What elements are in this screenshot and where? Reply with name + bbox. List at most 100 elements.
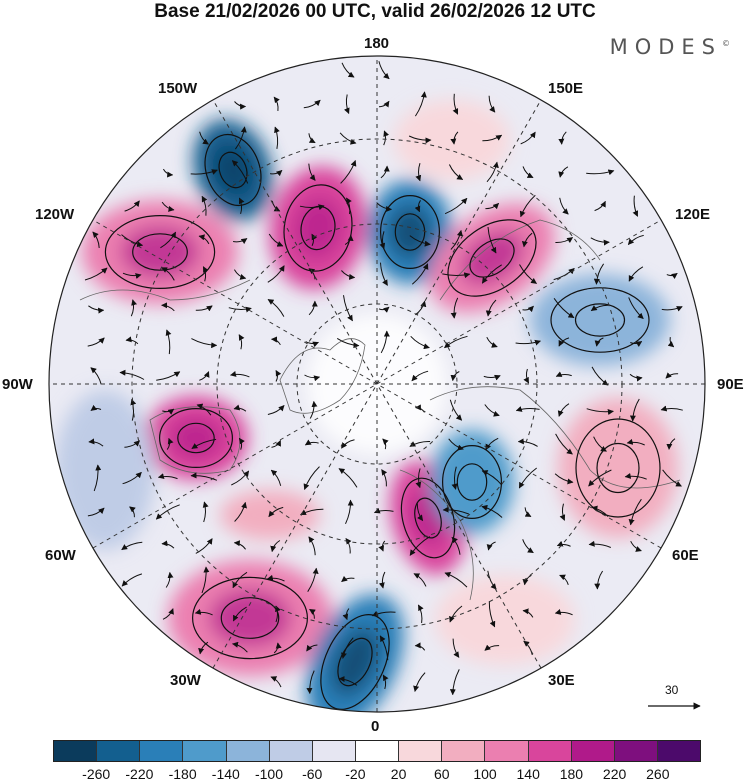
wind-arrow (414, 642, 426, 651)
wind-arrow (234, 501, 247, 522)
wind-arrow (191, 338, 218, 349)
wind-arrow (232, 606, 247, 622)
colorbar-swatch (140, 741, 184, 761)
wind-arrow (628, 498, 642, 526)
wind-arrow (558, 166, 569, 178)
wind-arrow (232, 641, 248, 653)
wind-arrow (336, 337, 360, 349)
wind-arrow (129, 506, 136, 518)
anomaly-weak (435, 575, 575, 665)
wind-arrow (339, 132, 357, 145)
contour-loop (132, 233, 188, 271)
wind-arrow (380, 330, 390, 354)
wind-arrow (194, 608, 213, 616)
contour-loop (574, 303, 626, 337)
anomaly-weak (55, 390, 155, 550)
wind-arrow (307, 567, 319, 592)
wind-arrow (93, 464, 102, 492)
wind-arrow (234, 101, 247, 110)
wind-arrow (238, 437, 245, 450)
wind-arrow (306, 644, 318, 652)
wind-arrow (162, 608, 174, 620)
contour-loop (159, 408, 234, 469)
wind-arrow (558, 131, 567, 145)
wind-arrow (450, 297, 459, 319)
wind-arrow (267, 265, 285, 283)
wind-arrow (190, 169, 218, 175)
wind-arrow (666, 272, 678, 280)
contour-loop (394, 213, 426, 251)
wind-arrow (588, 469, 612, 487)
colorbar-tick-label: -220 (125, 766, 154, 782)
wind-arrow (124, 200, 140, 212)
wind-arrow (555, 371, 572, 377)
wind-arrow (624, 472, 647, 480)
colorbar-swatch (355, 741, 400, 761)
wind-arrow (304, 439, 319, 446)
wind-arrow (266, 574, 285, 582)
wind-arrow (488, 601, 496, 628)
wind-arrow (555, 237, 574, 244)
wind-arrow (87, 507, 105, 517)
wind-arrow (632, 195, 639, 217)
canada-coast (79, 279, 251, 301)
lon-label-90w: 90W (2, 376, 33, 393)
contour-loop (218, 151, 248, 189)
wind-arrow (481, 504, 503, 518)
wind-arrow (628, 266, 644, 282)
wind-arrow (409, 536, 431, 556)
anomaly-core (293, 197, 343, 259)
wind-arrow (380, 165, 390, 179)
contour-loop (220, 597, 280, 639)
wind-arrow (519, 194, 536, 218)
wind-arrow (121, 541, 143, 551)
wind-arrow (554, 608, 573, 616)
wind-arrow (444, 197, 468, 215)
wind-arrow (271, 440, 281, 448)
colorbar (53, 740, 701, 762)
wind-arrow (524, 507, 532, 518)
wind-arrow (232, 571, 248, 589)
wind-arrow (378, 100, 390, 108)
wind-arrow (233, 269, 247, 280)
wind-arrow (308, 268, 316, 280)
wind-arrow (628, 297, 644, 320)
contour-loop (596, 442, 640, 494)
wind-arrow (270, 676, 282, 688)
wind-arrow (519, 264, 537, 284)
wind-arrow (122, 272, 142, 279)
brand-name: MODES (609, 35, 722, 59)
colorbar-tick-label: 180 (559, 766, 584, 782)
wind-arrow (161, 540, 175, 549)
wind-arrow (522, 539, 534, 554)
wind-arrow (124, 440, 141, 448)
map-title: Base 21/02/2026 00 UTC, valid 26/02/2026… (154, 1, 596, 22)
wind-arrow (338, 468, 358, 488)
wind-arrow (378, 571, 386, 589)
wind-arrow (90, 367, 102, 385)
wind-arrow (121, 573, 143, 587)
contour-loop (447, 219, 537, 297)
colorbar-swatch (269, 741, 313, 761)
wind-arrow (411, 263, 429, 285)
anomaly-core (460, 230, 524, 286)
contour-loop (204, 134, 262, 206)
contour-loop (380, 195, 441, 270)
wind-arrow (273, 642, 282, 654)
wind-arrow (590, 304, 609, 312)
wind-arrow (409, 235, 431, 247)
reference-vector-label: 30 (665, 683, 679, 697)
wind-arrow (305, 341, 319, 348)
wind-arrow (234, 126, 247, 150)
brand-mark: © (722, 39, 730, 48)
wind-arrow (202, 266, 209, 282)
wind-arrow (273, 96, 280, 111)
wind-arrow (415, 468, 422, 489)
wind-arrow (558, 337, 570, 347)
wind-arrow (199, 131, 209, 145)
wind-arrow (515, 339, 541, 346)
wind-arrow (481, 264, 502, 284)
wind-arrow (452, 638, 460, 658)
lon-label-30e: 30E (548, 672, 575, 689)
